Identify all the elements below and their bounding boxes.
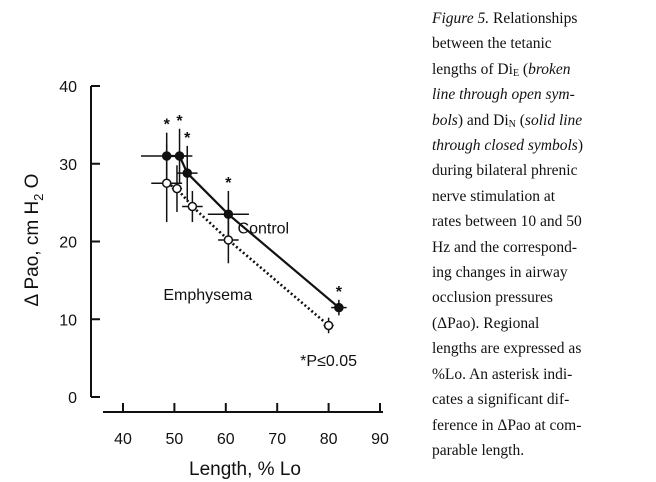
caption-line: ference in ΔPao at com- — [432, 413, 654, 438]
x-tick-label: 40 — [114, 431, 132, 448]
caption-text: occlusion pressures — [432, 289, 553, 307]
caption-text: ing changes in airway — [432, 264, 568, 282]
chart: Δ Pao, cm H2 O Length, % Lo 0 10 20 30 40 40 5… — [22, 79, 389, 480]
caption-line: bols) and DiN (solid line — [432, 108, 654, 133]
caption-text: N — [508, 118, 516, 130]
significance-mark: * — [225, 175, 232, 192]
caption-text: during bilateral phrenic — [432, 162, 578, 180]
caption-line: %Lo. An asterisk indi- — [432, 362, 654, 387]
x-tick-label: 70 — [268, 431, 286, 448]
annotation: Emphysema — [163, 287, 252, 304]
caption-text: lengths are expressed as — [432, 340, 582, 358]
caption-line: lengths of DiE (broken — [432, 57, 654, 82]
y-label-part: Δ Pao, cm H — [22, 201, 43, 307]
point — [172, 183, 182, 194]
point — [323, 320, 334, 331]
caption-text: through closed symbols — [432, 137, 578, 155]
caption: Figure 5. Relationships between the tetan… — [432, 6, 654, 463]
y-tick-label: 40 — [59, 79, 77, 96]
caption-text: parable length. — [432, 441, 525, 459]
x-tick-label: 80 — [320, 431, 338, 448]
caption-line: cates a significant dif- — [432, 387, 654, 412]
x-tick-label: 60 — [217, 431, 235, 448]
caption-text: nerve stimulation at — [432, 187, 556, 205]
caption-text: solid line — [524, 111, 583, 129]
caption-text: cates a significant dif- — [432, 391, 570, 409]
y-label-part: 2 — [31, 194, 46, 201]
significance-mark: * — [184, 130, 191, 147]
caption-text: (ΔPao). Regional — [432, 314, 540, 332]
caption-text: line through open sym- — [432, 86, 575, 104]
significance-mark: * — [176, 113, 183, 130]
caption-line: between the tetanic — [432, 31, 654, 56]
y-label-part: O — [22, 174, 43, 194]
caption-text: rates between 10 and 50 — [432, 213, 582, 231]
caption-line: Figure 5. Relationships — [432, 6, 654, 31]
caption-text: bols — [432, 111, 458, 129]
caption-line: during bilateral phrenic — [432, 158, 654, 183]
point — [187, 201, 198, 212]
point — [223, 235, 234, 245]
caption-text: ference in ΔPao at com- — [432, 416, 582, 434]
caption-text: Figure 5. — [432, 10, 490, 27]
x-tick-label: 90 — [371, 431, 389, 448]
caption-line: parable length. — [432, 438, 654, 463]
point — [182, 168, 192, 178]
x-tick-label: 50 — [166, 431, 184, 448]
caption-text: Hz and the correspond- — [432, 238, 578, 256]
significance-mark: * — [336, 284, 343, 301]
point — [161, 178, 172, 188]
caption-text: ( — [519, 60, 529, 78]
caption-line: Hz and the correspond- — [432, 235, 654, 260]
caption-text: %Lo. An asterisk indi- — [432, 365, 573, 383]
point — [334, 302, 344, 313]
caption-line: occlusion pressures — [432, 285, 654, 310]
caption-text: E — [512, 67, 520, 79]
caption-text: ) and Di — [457, 111, 509, 129]
y-tick-label: 0 — [68, 390, 77, 407]
y-tick-label: 30 — [59, 157, 77, 174]
y-axis-label: Δ Pao, cm H2 O — [22, 174, 46, 307]
caption-text: ( — [515, 111, 525, 129]
caption-line: nerve stimulation at — [432, 184, 654, 209]
significance-mark: * — [164, 117, 171, 134]
y-tick-label: 10 — [59, 312, 77, 329]
x-axis-label: Length, % Lo — [189, 459, 301, 480]
caption-text: ) — [577, 137, 583, 155]
caption-text: Relationships — [489, 10, 578, 27]
caption-text: lengths of Di — [432, 60, 513, 78]
point — [174, 151, 185, 161]
annotation: Control — [238, 221, 290, 238]
caption-line: lengths are expressed as — [432, 336, 654, 361]
caption-line: through closed symbols) — [432, 133, 654, 158]
caption-line: (ΔPao). Regional — [432, 311, 654, 336]
y-tick-label: 20 — [59, 235, 77, 252]
caption-line: rates between 10 and 50 — [432, 209, 654, 234]
caption-line: line through open sym- — [432, 82, 654, 107]
caption-text: broken — [528, 60, 571, 78]
caption-text: between the tetanic — [432, 35, 552, 53]
caption-line: ing changes in airway — [432, 260, 654, 285]
annotation: *P≤0.05 — [300, 353, 357, 370]
